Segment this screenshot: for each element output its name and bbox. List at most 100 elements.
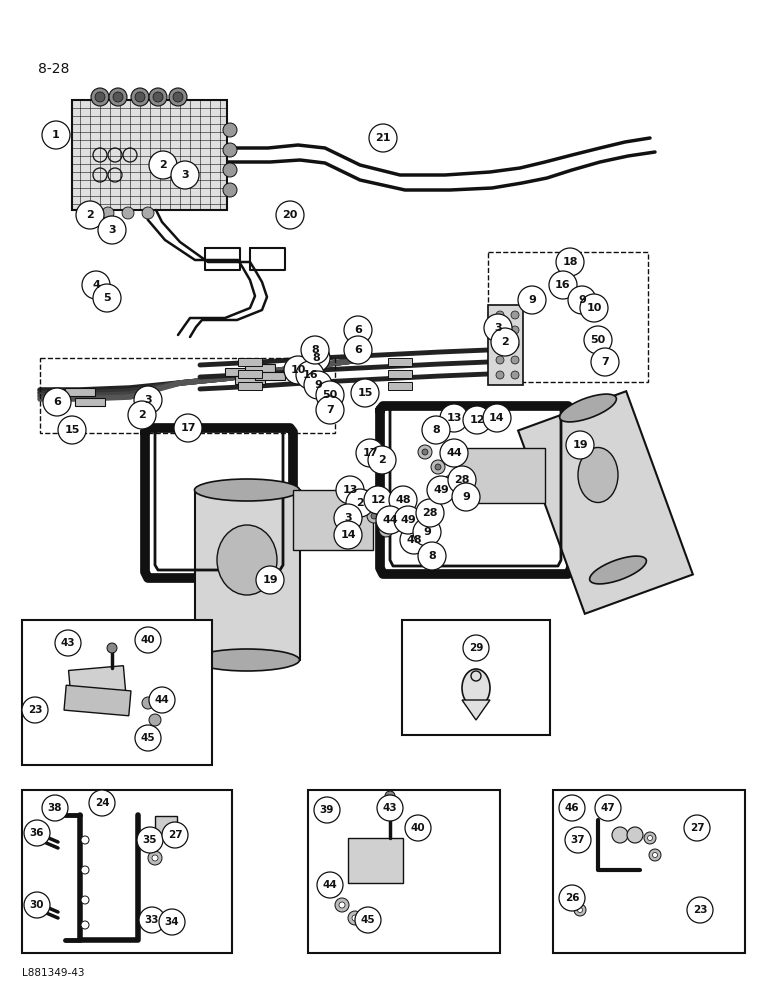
Circle shape [317,872,343,898]
Bar [238,382,262,390]
Circle shape [440,439,468,467]
Circle shape [369,124,397,152]
Text: 49: 49 [433,485,449,495]
Circle shape [302,344,330,372]
Bar [75,398,105,406]
Circle shape [113,92,123,102]
Text: 27: 27 [689,823,704,833]
Text: 27: 27 [168,830,182,840]
Text: 21: 21 [375,133,391,143]
Circle shape [91,88,109,106]
Bar [488,252,648,382]
Circle shape [334,504,362,532]
Text: 3: 3 [344,513,352,523]
Bar [293,490,373,550]
Circle shape [549,271,577,299]
Circle shape [496,356,504,364]
Text: 8-28: 8-28 [38,62,69,76]
Text: 9: 9 [528,295,536,305]
Circle shape [484,314,512,342]
Bar [488,305,523,385]
Circle shape [580,294,608,322]
Circle shape [452,483,480,511]
Circle shape [644,832,656,844]
Circle shape [584,326,612,354]
Circle shape [556,248,584,276]
Circle shape [422,449,428,455]
Text: 24: 24 [95,798,110,808]
Circle shape [159,909,185,935]
Ellipse shape [217,525,277,595]
Text: 3: 3 [494,323,502,333]
Circle shape [463,406,491,434]
Circle shape [143,836,157,850]
Circle shape [448,466,476,494]
Circle shape [24,820,50,846]
Text: 36: 36 [30,828,44,838]
Ellipse shape [462,669,490,707]
Circle shape [135,627,161,653]
Text: 1: 1 [52,130,60,140]
Circle shape [43,388,71,416]
Bar [238,358,262,366]
Text: 6: 6 [53,397,61,407]
Circle shape [135,725,161,751]
Circle shape [42,121,70,149]
Text: 9: 9 [314,380,322,390]
Circle shape [367,509,381,523]
Bar [155,816,177,838]
Text: 43: 43 [383,803,398,813]
Text: 3: 3 [181,170,189,180]
Bar [235,376,265,384]
Text: 28: 28 [454,475,469,485]
Circle shape [418,542,446,570]
Circle shape [511,356,519,364]
Circle shape [687,897,713,923]
Bar [40,358,335,433]
Text: 10: 10 [586,303,601,313]
Circle shape [102,207,114,219]
Circle shape [440,404,468,432]
Circle shape [316,396,344,424]
Circle shape [355,495,369,509]
Circle shape [122,207,134,219]
Text: 48: 48 [395,495,411,505]
Circle shape [284,356,312,384]
Circle shape [394,506,422,534]
Text: 8: 8 [311,345,319,355]
Circle shape [95,92,105,102]
Text: 7: 7 [326,405,334,415]
Text: 15: 15 [357,388,373,398]
Text: 45: 45 [141,733,155,743]
Circle shape [81,836,89,844]
Circle shape [82,207,94,219]
Bar [388,370,412,378]
Circle shape [422,416,450,444]
Circle shape [334,521,362,549]
Circle shape [371,513,377,519]
Circle shape [153,92,163,102]
Circle shape [496,371,504,379]
Text: 29: 29 [469,643,483,653]
Text: 6: 6 [354,325,362,335]
Text: 13: 13 [446,413,462,423]
Text: 46: 46 [564,803,579,813]
Circle shape [149,714,161,726]
Text: 16: 16 [555,280,571,290]
Circle shape [152,855,158,861]
Text: 6: 6 [354,345,362,355]
Text: 2: 2 [356,498,364,508]
Circle shape [304,371,332,399]
Circle shape [223,143,237,157]
Bar [22,620,212,765]
Text: 9: 9 [423,527,431,537]
Circle shape [22,697,48,723]
Circle shape [347,485,353,491]
Ellipse shape [195,479,300,501]
Circle shape [276,201,304,229]
Circle shape [352,915,358,921]
Text: 19: 19 [572,440,587,450]
Circle shape [173,92,183,102]
Circle shape [335,898,349,912]
Circle shape [296,361,324,389]
